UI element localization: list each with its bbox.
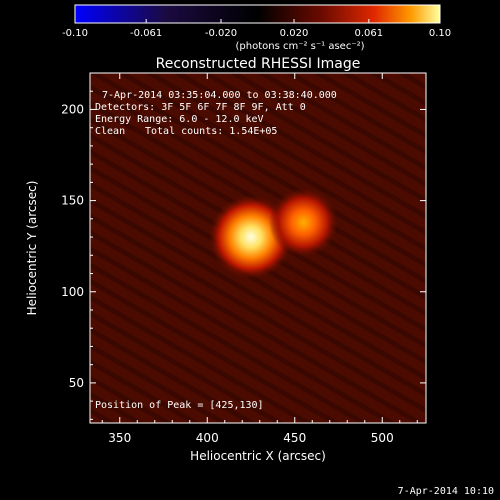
emission-source [268, 187, 339, 258]
plot-frame [89, 72, 427, 424]
x-tick-label: 350 [108, 431, 131, 445]
annotation-time-range: 7-Apr-2014 03:35:04.000 to 03:38:40.000 [102, 90, 337, 101]
x-tick-label: 450 [283, 431, 306, 445]
colorbar [74, 4, 441, 24]
colorbar-tick-label: -0.020 [205, 28, 237, 39]
y-tick-label: 100 [61, 285, 84, 299]
colorbar-ticks: -0.10 -0.061 -0.020 0.020 0.061 0.10 [62, 19, 451, 39]
annotation-peak-position: Position of Peak = [425,130] [95, 400, 264, 411]
colorbar-tick-label: -0.10 [62, 28, 88, 39]
colorbar-unit-label: (photons cm⁻² s⁻¹ asec⁻²) [235, 41, 364, 52]
annotation-detectors: Detectors: 3F 5F 6F 7F 8F 9F, Att 0 [95, 102, 306, 113]
annotation-energy: Energy Range: 6.0 - 12.0 keV [95, 114, 264, 125]
x-tick-label: 500 [371, 431, 394, 445]
annotation-counts: Total counts: 1.54E+05 [145, 126, 277, 137]
colorbar-tick-label: 0.061 [355, 28, 384, 39]
colorbar-tick-label: 0.10 [429, 28, 451, 39]
y-tick-label: 50 [69, 376, 84, 390]
image-area [90, 73, 426, 423]
chart-title: Reconstructed RHESSI Image [156, 56, 361, 72]
annotation-method: Clean [95, 126, 125, 137]
y-tick-label: 200 [61, 102, 84, 116]
y-axis-label: Heliocentric Y (arcsec) [25, 181, 39, 316]
footer-timestamp: 7-Apr-2014 10:10 [398, 486, 494, 497]
colorbar-tick-label: -0.061 [130, 28, 162, 39]
y-tick-label: 150 [61, 194, 84, 208]
colorbar-tick-label: 0.020 [280, 28, 309, 39]
x-axis-label: Heliocentric X (arcsec) [190, 449, 326, 463]
x-tick-label: 400 [196, 431, 219, 445]
axis-ticks: 350 400 450 500 50 100 150 200 [61, 72, 426, 445]
